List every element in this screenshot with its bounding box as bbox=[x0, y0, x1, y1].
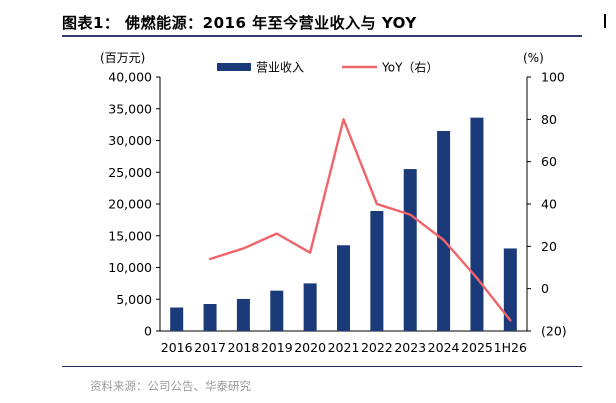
revenue-bar bbox=[270, 290, 284, 331]
x-tick-label: 2017 bbox=[194, 340, 226, 355]
right-tick-label: (20) bbox=[541, 324, 567, 339]
left-axis-unit: (百万元) bbox=[100, 51, 145, 65]
right-tick-label: 80 bbox=[541, 112, 557, 127]
revenue-bar bbox=[437, 130, 451, 331]
revenue-bar bbox=[403, 169, 417, 331]
x-tick-label: 2016 bbox=[161, 340, 193, 355]
revenue-bar bbox=[503, 248, 517, 331]
left-tick-label: 40,000 bbox=[108, 70, 152, 85]
right-tick-label: 0 bbox=[541, 281, 549, 296]
x-tick-label: 2022 bbox=[361, 340, 393, 355]
right-tick-label: 100 bbox=[541, 70, 565, 85]
x-tick-label: 2021 bbox=[328, 340, 360, 355]
revenue-bar bbox=[470, 117, 484, 331]
revenue-bar bbox=[337, 245, 350, 331]
legend-swatch-revenue bbox=[217, 63, 251, 71]
right-axis-unit: (%) bbox=[523, 51, 544, 65]
left-tick-label: 0 bbox=[144, 324, 152, 339]
revenue-bar bbox=[236, 298, 250, 331]
right-tick-label: 40 bbox=[541, 197, 557, 212]
right-tick-label: 60 bbox=[541, 154, 557, 169]
x-tick-label: 2018 bbox=[228, 340, 260, 355]
left-tick-label: 15,000 bbox=[108, 228, 152, 243]
legend-label-yoy: YoY（右） bbox=[381, 60, 438, 75]
x-tick-label: 2025 bbox=[461, 340, 493, 355]
left-tick-label: 5,000 bbox=[116, 292, 152, 307]
x-tick-label: 2024 bbox=[428, 340, 460, 355]
yoy-line bbox=[208, 118, 512, 322]
left-tick-label: 10,000 bbox=[108, 260, 152, 275]
title-divider bbox=[62, 35, 582, 37]
revenue-bar bbox=[370, 210, 384, 331]
source-divider bbox=[62, 366, 582, 367]
x-tick-label: 2019 bbox=[261, 340, 293, 355]
legend-label-revenue: 营业收入 bbox=[256, 61, 304, 75]
x-tick-label: 2020 bbox=[294, 340, 326, 355]
chart-title: 图表1： 佛燃能源：2016 年至今营业收入与 YOY bbox=[62, 14, 417, 32]
x-tick-label: 1H26 bbox=[494, 340, 527, 355]
source-note: 资料来源：公司公告、华泰研究 bbox=[90, 379, 251, 393]
left-tick-label: 35,000 bbox=[108, 101, 152, 116]
left-tick-label: 30,000 bbox=[108, 133, 152, 148]
revenue-bar bbox=[303, 283, 317, 331]
left-tick-label: 25,000 bbox=[108, 165, 152, 180]
adjacent-panel-edge bbox=[604, 14, 616, 28]
revenue-bar bbox=[203, 304, 217, 331]
revenue-bar bbox=[170, 307, 184, 331]
right-tick-label: 20 bbox=[541, 239, 557, 254]
left-tick-label: 20,000 bbox=[108, 197, 152, 212]
x-tick-label: 2023 bbox=[394, 340, 426, 355]
